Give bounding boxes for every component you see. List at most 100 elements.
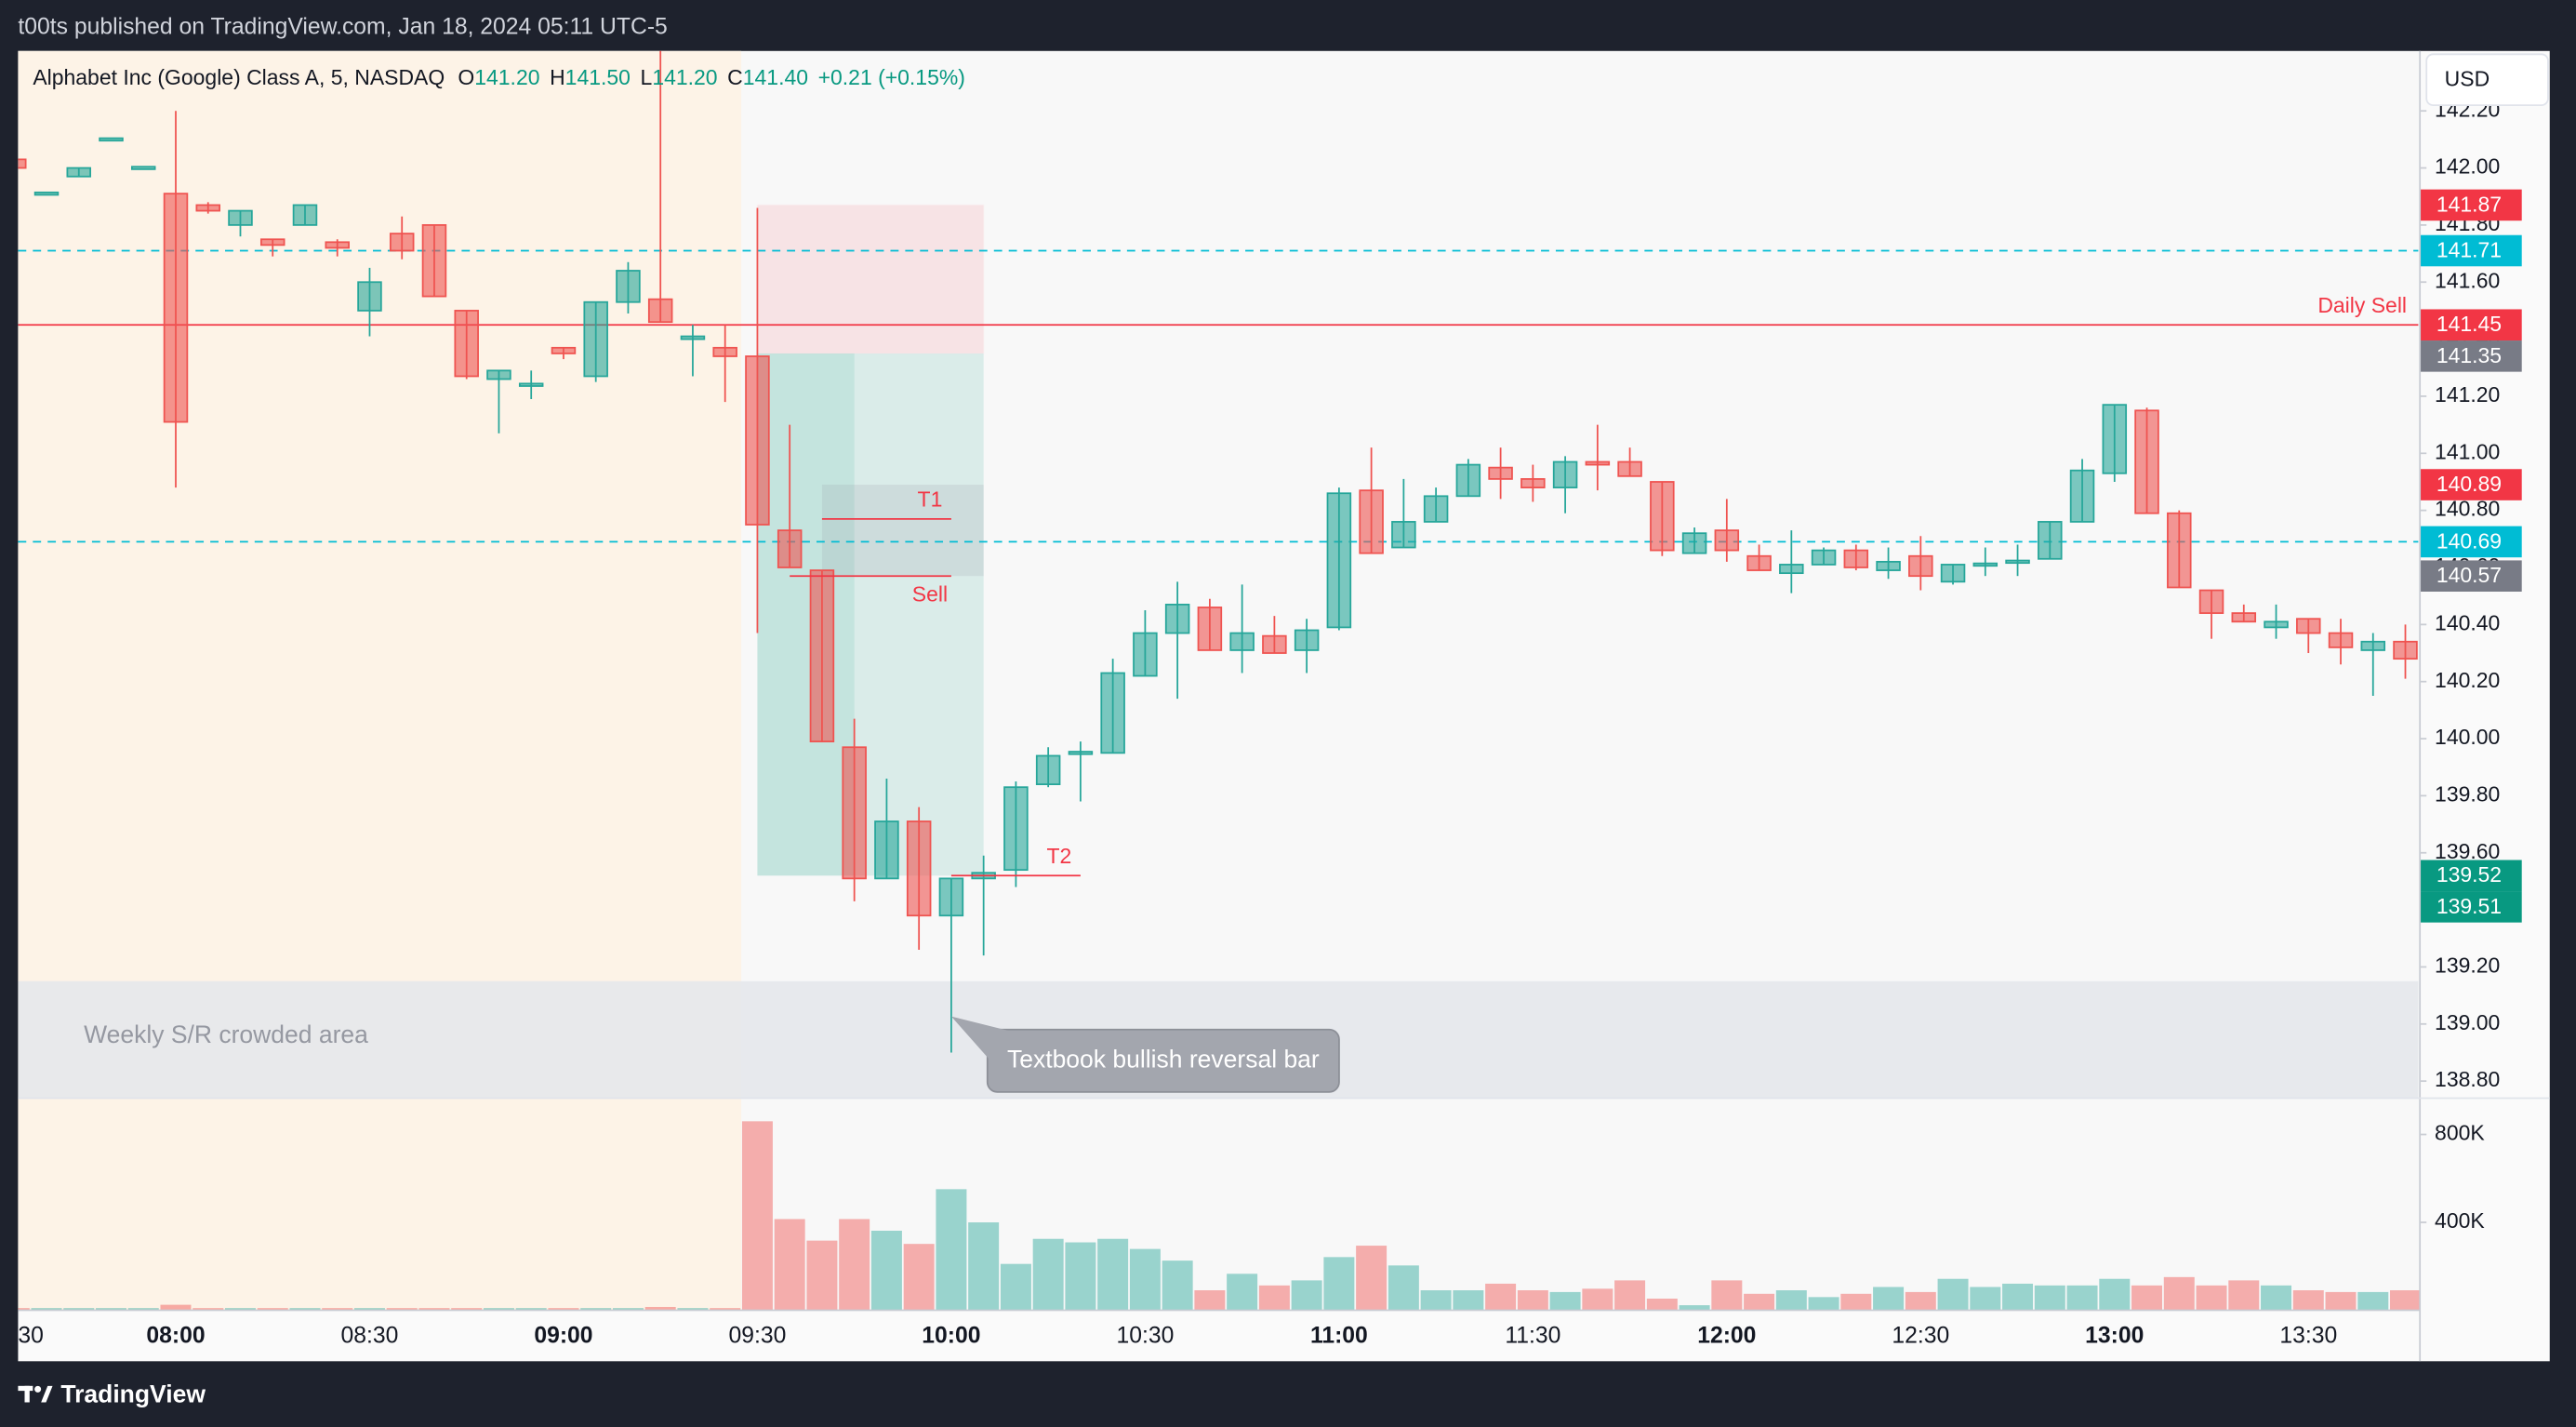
candle-body <box>1908 554 1933 578</box>
range-box <box>821 485 984 577</box>
candle-body <box>1488 466 1513 480</box>
candle-body <box>2069 469 2095 523</box>
volume-bar <box>1646 1299 1678 1311</box>
volume-bar <box>1679 1305 1710 1311</box>
x-tick-label: 13:00 <box>2085 1323 2144 1348</box>
candle-body <box>1746 554 1772 571</box>
v-tick-label: 800K <box>2435 1121 2485 1145</box>
candle-body <box>906 820 932 917</box>
ohlc-value: 141.50 <box>565 65 631 89</box>
volume-bar <box>1485 1283 1517 1311</box>
volume-bar <box>2002 1283 2034 1311</box>
candle-body <box>2231 612 2257 623</box>
volume-bar <box>18 1308 30 1311</box>
volume-bar <box>1129 1248 1161 1311</box>
candle-body <box>1650 481 1675 552</box>
x-tick-label: 11:00 <box>1310 1323 1368 1348</box>
candle-body <box>1585 460 1611 466</box>
price-label: 141.87 <box>2437 192 2502 216</box>
price-axis-bg <box>2420 50 2550 1362</box>
volume-bar <box>1032 1238 1064 1311</box>
volume-bar <box>127 1308 159 1311</box>
volume-bar <box>1905 1291 1936 1311</box>
candle-body <box>228 209 253 226</box>
candle-body <box>454 310 479 378</box>
volume-bar <box>160 1304 192 1311</box>
volume-bar <box>1711 1280 1743 1311</box>
volume-bar <box>1970 1287 2001 1311</box>
candle-body <box>2005 559 2030 565</box>
price-label: 141.45 <box>2437 312 2502 336</box>
volume-bar <box>741 1121 773 1311</box>
candle-body <box>2134 409 2159 514</box>
x-tick-label: 10:00 <box>922 1323 980 1348</box>
premarket-shade <box>18 50 742 1311</box>
background-layer <box>18 50 742 1311</box>
volume-bar <box>580 1308 612 1311</box>
candle-body <box>1326 492 1352 629</box>
callout: Textbook bullish reversal bar <box>950 1016 1340 1093</box>
volume-bar <box>257 1308 288 1311</box>
y-tick-label: 140.40 <box>2435 610 2500 634</box>
x-tick-label: 10:30 <box>1116 1323 1174 1348</box>
candle-body <box>1100 672 1125 754</box>
candle-body <box>1681 532 1707 554</box>
price-label-bg <box>2420 340 2522 372</box>
target-label: Sell <box>912 581 948 606</box>
volume-bar <box>31 1308 62 1311</box>
volume-bar <box>1097 1238 1129 1311</box>
candle-body <box>357 281 382 312</box>
y-tick-label: 139.00 <box>2435 1010 2500 1034</box>
callout-text: Textbook bullish reversal bar <box>1007 1045 1320 1073</box>
volume-bar <box>1194 1290 1226 1311</box>
candle-body <box>1455 463 1481 498</box>
volume-bar <box>1744 1293 1775 1311</box>
volume-bar <box>806 1240 838 1311</box>
price-label-bg <box>2420 309 2522 341</box>
x-tick-label: 12:30 <box>1892 1323 1949 1348</box>
candle-body <box>195 204 220 212</box>
candle-body <box>1940 564 1966 583</box>
y-tick-label: 139.60 <box>2435 839 2500 863</box>
price-label-bg <box>2420 860 2522 892</box>
volume-bar <box>2390 1290 2421 1311</box>
price-label-bg <box>2420 891 2522 923</box>
x-tick-label: 09:00 <box>534 1323 592 1348</box>
x-tick-label: 09:30 <box>729 1323 787 1348</box>
y-tick-label: 140.00 <box>2435 725 2500 749</box>
volume-bar <box>1162 1260 1193 1311</box>
y-tick-label: 141.00 <box>2435 439 2500 463</box>
candle-body <box>647 298 673 324</box>
volume-bar <box>1000 1263 1031 1311</box>
x-tick-label: 12:00 <box>1697 1323 1756 1348</box>
currency-box[interactable] <box>2425 53 2549 106</box>
volume-bar <box>1453 1290 1484 1311</box>
candle-body <box>518 382 544 387</box>
x-tick-label: 30 <box>18 1323 43 1348</box>
candle-body <box>551 346 577 354</box>
candle-body <box>1714 529 1740 552</box>
zone-label: Weekly S/R crowded area <box>84 1020 368 1048</box>
volume-bar <box>96 1308 126 1311</box>
candle-body <box>292 204 318 226</box>
volume-bar <box>2292 1290 2324 1311</box>
volume-bar <box>1840 1293 1872 1311</box>
candle-body <box>2296 618 2321 634</box>
candle-body <box>1229 632 1255 651</box>
candle-body <box>1359 489 1384 554</box>
y-tick-label: 141.20 <box>2435 382 2500 407</box>
currency[interactable]: USD <box>2445 67 2490 91</box>
candle-body <box>1876 560 1901 571</box>
price-label: 140.69 <box>2437 528 2502 553</box>
candle-body <box>325 241 350 249</box>
price-label: 139.51 <box>2437 894 2502 918</box>
volume-bar <box>224 1308 256 1311</box>
volume-bar <box>1517 1290 1548 1311</box>
candle-body <box>1003 786 1029 872</box>
price-label: 141.71 <box>2437 237 2502 261</box>
ohlc-key: O <box>458 65 474 89</box>
volume-bar <box>386 1308 418 1311</box>
candle-body <box>680 335 706 340</box>
candle-body <box>2038 521 2063 560</box>
